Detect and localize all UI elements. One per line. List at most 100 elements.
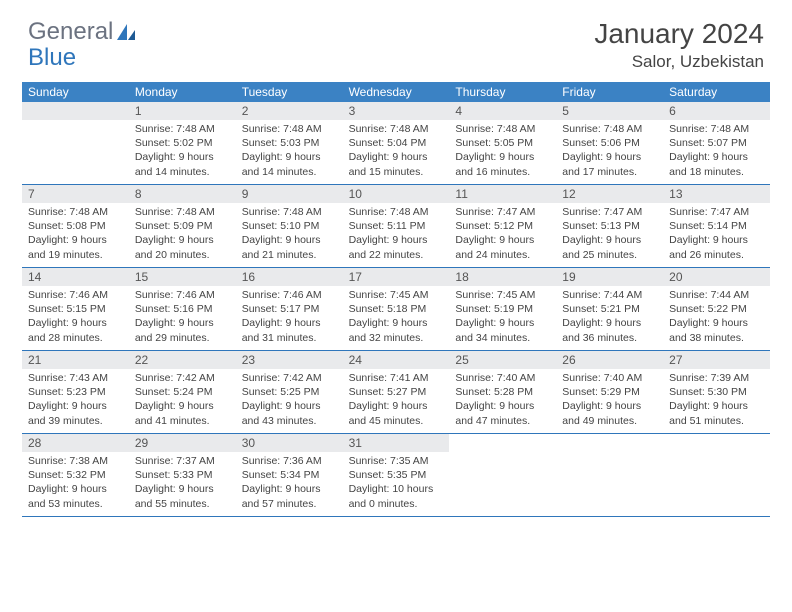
day-number: 14 bbox=[22, 268, 129, 286]
cell-body: Sunrise: 7:48 AMSunset: 5:10 PMDaylight:… bbox=[236, 203, 343, 266]
sunrise-text: Sunrise: 7:42 AM bbox=[135, 371, 230, 385]
sunrise-text: Sunrise: 7:43 AM bbox=[28, 371, 123, 385]
day-number: 5 bbox=[556, 102, 663, 120]
day-number: 3 bbox=[343, 102, 450, 120]
cell-body: Sunrise: 7:48 AMSunset: 5:03 PMDaylight:… bbox=[236, 120, 343, 183]
day-number: 27 bbox=[663, 351, 770, 369]
sunrise-text: Sunrise: 7:45 AM bbox=[455, 288, 550, 302]
day-header: Thursday bbox=[449, 82, 556, 102]
calendar-cell: 22Sunrise: 7:42 AMSunset: 5:24 PMDayligh… bbox=[129, 351, 236, 433]
daylight-text: Daylight: 9 hours and 36 minutes. bbox=[562, 316, 657, 344]
day-number: 21 bbox=[22, 351, 129, 369]
day-number bbox=[663, 434, 770, 452]
calendar-cell: 3Sunrise: 7:48 AMSunset: 5:04 PMDaylight… bbox=[343, 102, 450, 184]
daylight-text: Daylight: 9 hours and 49 minutes. bbox=[562, 399, 657, 427]
sunrise-text: Sunrise: 7:47 AM bbox=[562, 205, 657, 219]
day-number: 6 bbox=[663, 102, 770, 120]
daylight-text: Daylight: 9 hours and 16 minutes. bbox=[455, 150, 550, 178]
daylight-text: Daylight: 9 hours and 55 minutes. bbox=[135, 482, 230, 510]
calendar-cell: 12Sunrise: 7:47 AMSunset: 5:13 PMDayligh… bbox=[556, 185, 663, 267]
sunrise-text: Sunrise: 7:44 AM bbox=[562, 288, 657, 302]
daylight-text: Daylight: 9 hours and 41 minutes. bbox=[135, 399, 230, 427]
sunset-text: Sunset: 5:25 PM bbox=[242, 385, 337, 399]
day-number: 24 bbox=[343, 351, 450, 369]
daylight-text: Daylight: 9 hours and 32 minutes. bbox=[349, 316, 444, 344]
sunrise-text: Sunrise: 7:36 AM bbox=[242, 454, 337, 468]
daylight-text: Daylight: 9 hours and 19 minutes. bbox=[28, 233, 123, 261]
week-row: 7Sunrise: 7:48 AMSunset: 5:08 PMDaylight… bbox=[22, 185, 770, 268]
week-row: 28Sunrise: 7:38 AMSunset: 5:32 PMDayligh… bbox=[22, 434, 770, 517]
cell-body: Sunrise: 7:47 AMSunset: 5:12 PMDaylight:… bbox=[449, 203, 556, 266]
day-number: 29 bbox=[129, 434, 236, 452]
cell-body: Sunrise: 7:46 AMSunset: 5:15 PMDaylight:… bbox=[22, 286, 129, 349]
sunset-text: Sunset: 5:28 PM bbox=[455, 385, 550, 399]
sunrise-text: Sunrise: 7:47 AM bbox=[455, 205, 550, 219]
brand-part1: General bbox=[28, 18, 113, 46]
calendar-cell: 16Sunrise: 7:46 AMSunset: 5:17 PMDayligh… bbox=[236, 268, 343, 350]
sunset-text: Sunset: 5:13 PM bbox=[562, 219, 657, 233]
sunset-text: Sunset: 5:05 PM bbox=[455, 136, 550, 150]
daylight-text: Daylight: 9 hours and 51 minutes. bbox=[669, 399, 764, 427]
calendar-cell: 23Sunrise: 7:42 AMSunset: 5:25 PMDayligh… bbox=[236, 351, 343, 433]
sunset-text: Sunset: 5:30 PM bbox=[669, 385, 764, 399]
day-number: 16 bbox=[236, 268, 343, 286]
sunrise-text: Sunrise: 7:48 AM bbox=[28, 205, 123, 219]
day-number: 13 bbox=[663, 185, 770, 203]
sunset-text: Sunset: 5:19 PM bbox=[455, 302, 550, 316]
sunset-text: Sunset: 5:32 PM bbox=[28, 468, 123, 482]
calendar-cell: 26Sunrise: 7:40 AMSunset: 5:29 PMDayligh… bbox=[556, 351, 663, 433]
sunrise-text: Sunrise: 7:45 AM bbox=[349, 288, 444, 302]
day-number bbox=[449, 434, 556, 452]
day-number: 8 bbox=[129, 185, 236, 203]
cell-body: Sunrise: 7:47 AMSunset: 5:14 PMDaylight:… bbox=[663, 203, 770, 266]
calendar-cell: 6Sunrise: 7:48 AMSunset: 5:07 PMDaylight… bbox=[663, 102, 770, 184]
daylight-text: Daylight: 9 hours and 24 minutes. bbox=[455, 233, 550, 261]
daylight-text: Daylight: 9 hours and 43 minutes. bbox=[242, 399, 337, 427]
calendar-cell: 24Sunrise: 7:41 AMSunset: 5:27 PMDayligh… bbox=[343, 351, 450, 433]
daylight-text: Daylight: 9 hours and 29 minutes. bbox=[135, 316, 230, 344]
calendar-cell: 9Sunrise: 7:48 AMSunset: 5:10 PMDaylight… bbox=[236, 185, 343, 267]
daylight-text: Daylight: 9 hours and 26 minutes. bbox=[669, 233, 764, 261]
cell-body: Sunrise: 7:42 AMSunset: 5:24 PMDaylight:… bbox=[129, 369, 236, 432]
cell-body: Sunrise: 7:48 AMSunset: 5:11 PMDaylight:… bbox=[343, 203, 450, 266]
daylight-text: Daylight: 9 hours and 20 minutes. bbox=[135, 233, 230, 261]
sunset-text: Sunset: 5:17 PM bbox=[242, 302, 337, 316]
daylight-text: Daylight: 9 hours and 53 minutes. bbox=[28, 482, 123, 510]
sunset-text: Sunset: 5:08 PM bbox=[28, 219, 123, 233]
daylight-text: Daylight: 9 hours and 38 minutes. bbox=[669, 316, 764, 344]
calendar-cell: 15Sunrise: 7:46 AMSunset: 5:16 PMDayligh… bbox=[129, 268, 236, 350]
sunrise-text: Sunrise: 7:44 AM bbox=[669, 288, 764, 302]
cell-body: Sunrise: 7:45 AMSunset: 5:19 PMDaylight:… bbox=[449, 286, 556, 349]
sunset-text: Sunset: 5:11 PM bbox=[349, 219, 444, 233]
day-number: 12 bbox=[556, 185, 663, 203]
sunrise-text: Sunrise: 7:35 AM bbox=[349, 454, 444, 468]
calendar-cell: 17Sunrise: 7:45 AMSunset: 5:18 PMDayligh… bbox=[343, 268, 450, 350]
sunrise-text: Sunrise: 7:37 AM bbox=[135, 454, 230, 468]
sunset-text: Sunset: 5:12 PM bbox=[455, 219, 550, 233]
sunrise-text: Sunrise: 7:38 AM bbox=[28, 454, 123, 468]
day-header: Friday bbox=[556, 82, 663, 102]
daylight-text: Daylight: 9 hours and 14 minutes. bbox=[135, 150, 230, 178]
day-number: 9 bbox=[236, 185, 343, 203]
daylight-text: Daylight: 9 hours and 31 minutes. bbox=[242, 316, 337, 344]
calendar-cell: 20Sunrise: 7:44 AMSunset: 5:22 PMDayligh… bbox=[663, 268, 770, 350]
daylight-text: Daylight: 10 hours and 0 minutes. bbox=[349, 482, 444, 510]
cell-body: Sunrise: 7:48 AMSunset: 5:05 PMDaylight:… bbox=[449, 120, 556, 183]
calendar-cell: 13Sunrise: 7:47 AMSunset: 5:14 PMDayligh… bbox=[663, 185, 770, 267]
week-row: 14Sunrise: 7:46 AMSunset: 5:15 PMDayligh… bbox=[22, 268, 770, 351]
sunrise-text: Sunrise: 7:46 AM bbox=[135, 288, 230, 302]
day-number: 7 bbox=[22, 185, 129, 203]
cell-body: Sunrise: 7:35 AMSunset: 5:35 PMDaylight:… bbox=[343, 452, 450, 515]
calendar: Sunday Monday Tuesday Wednesday Thursday… bbox=[22, 82, 770, 517]
sunset-text: Sunset: 5:16 PM bbox=[135, 302, 230, 316]
sunset-text: Sunset: 5:10 PM bbox=[242, 219, 337, 233]
header: General January 2024 Salor, Uzbekistan bbox=[0, 0, 792, 76]
calendar-cell: 14Sunrise: 7:46 AMSunset: 5:15 PMDayligh… bbox=[22, 268, 129, 350]
day-number: 25 bbox=[449, 351, 556, 369]
day-header: Monday bbox=[129, 82, 236, 102]
sunset-text: Sunset: 5:35 PM bbox=[349, 468, 444, 482]
calendar-cell: 5Sunrise: 7:48 AMSunset: 5:06 PMDaylight… bbox=[556, 102, 663, 184]
sunrise-text: Sunrise: 7:48 AM bbox=[242, 122, 337, 136]
cell-body: Sunrise: 7:42 AMSunset: 5:25 PMDaylight:… bbox=[236, 369, 343, 432]
sunrise-text: Sunrise: 7:46 AM bbox=[28, 288, 123, 302]
